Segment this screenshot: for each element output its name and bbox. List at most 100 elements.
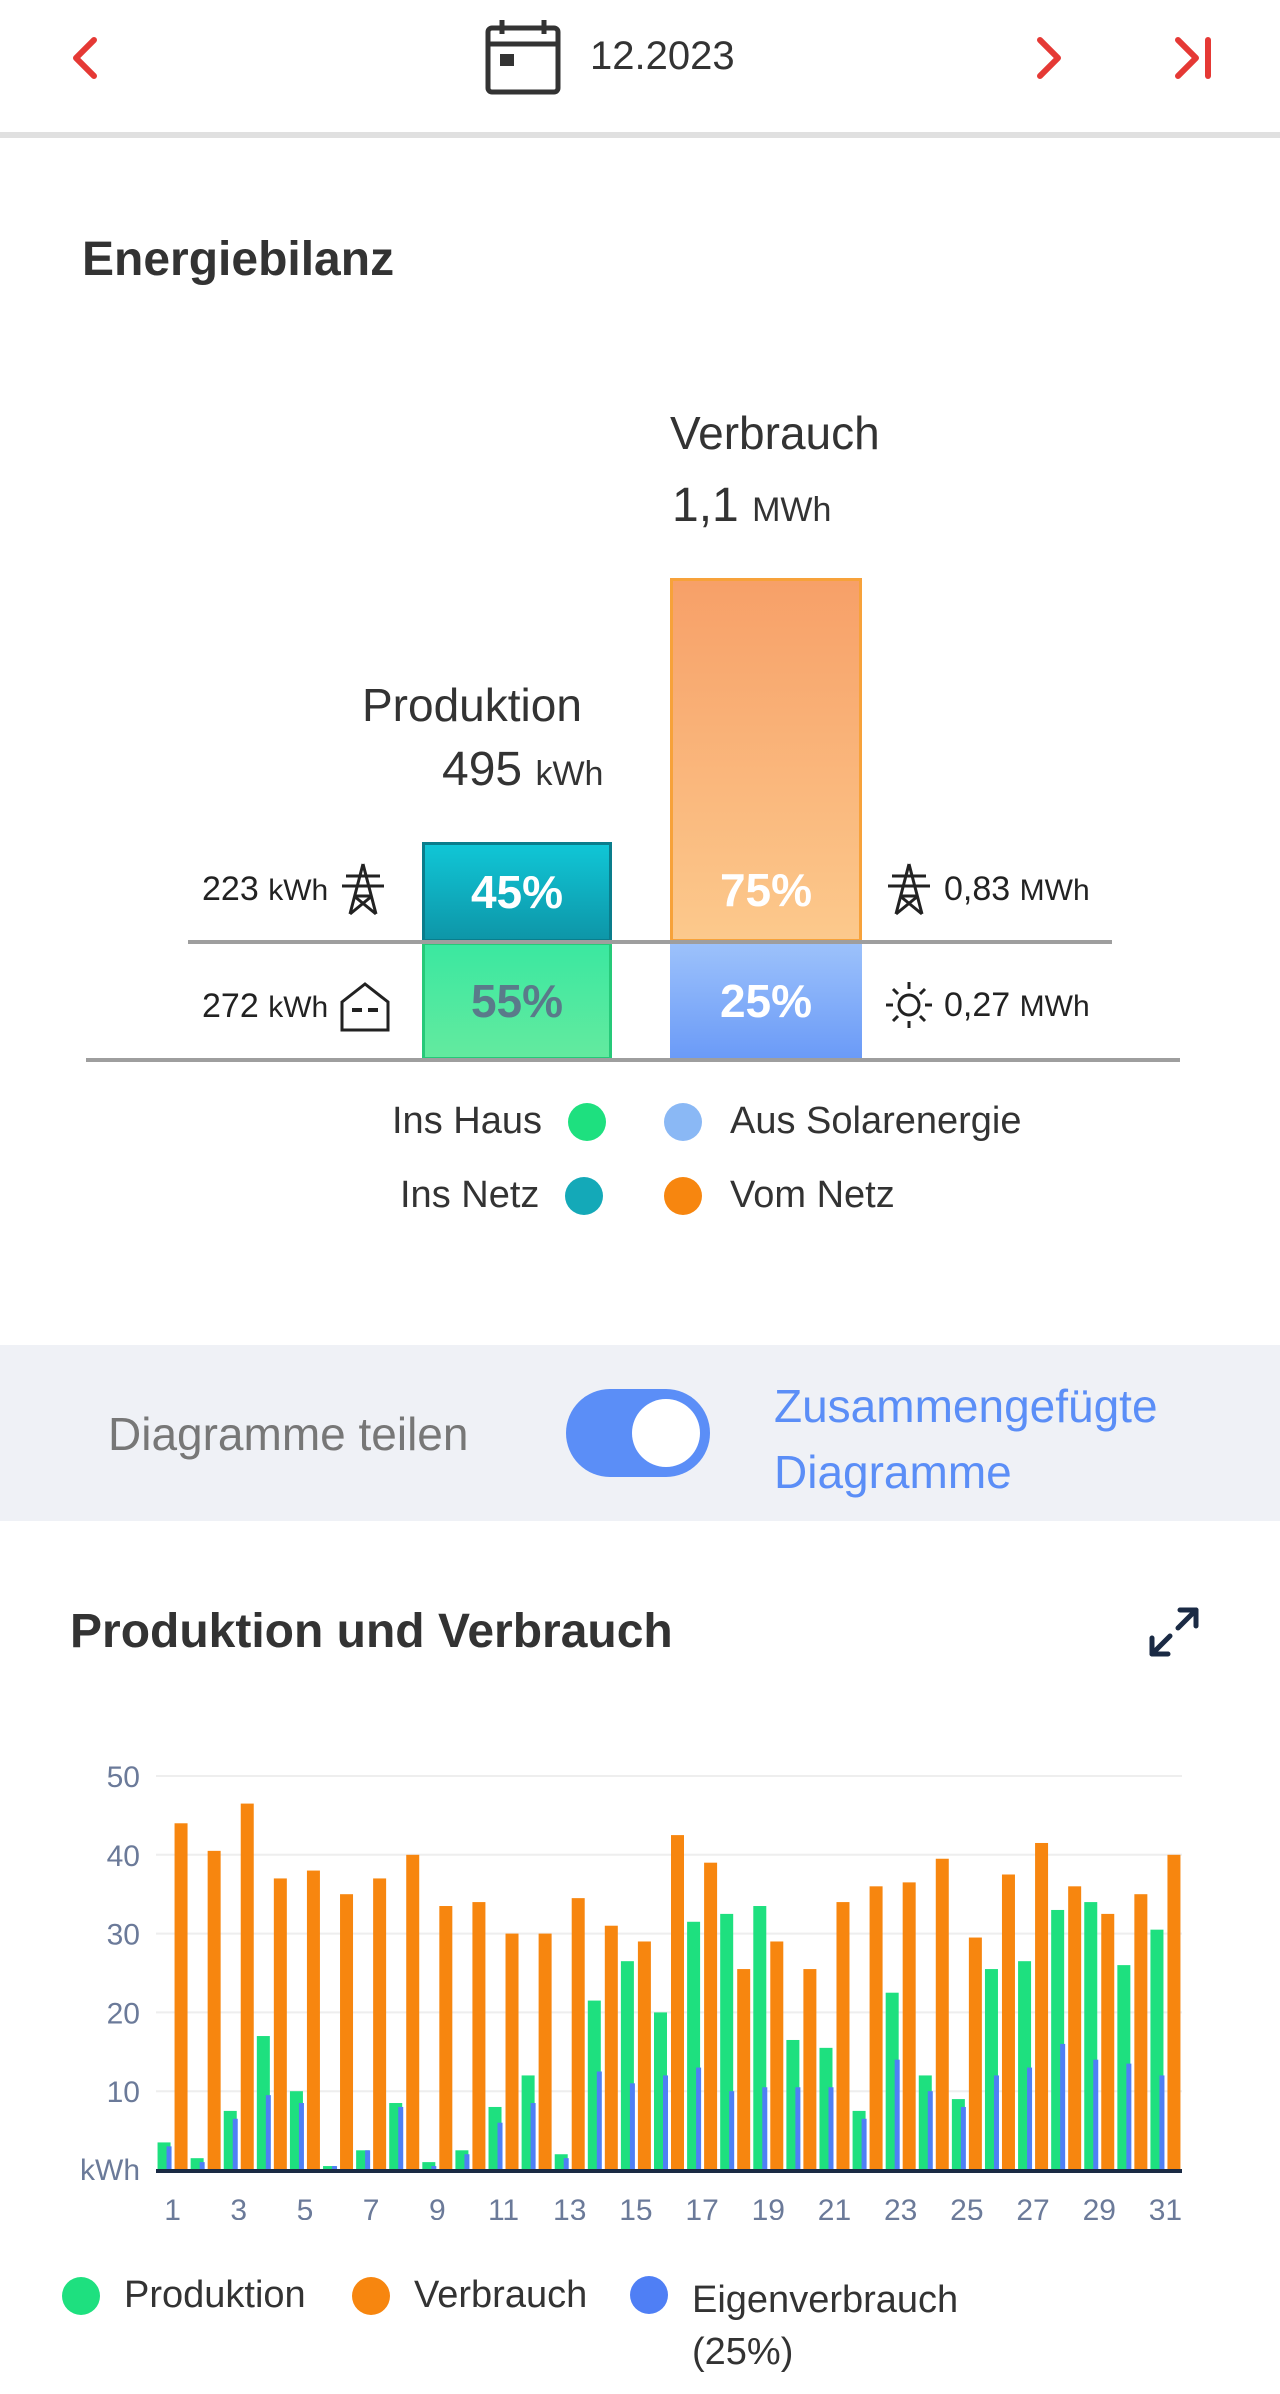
y-tick-label: 20 [107,1997,140,2030]
expand-icon [1149,1607,1199,1657]
y-axis-unit-label: kWh [80,2154,140,2187]
x-tick-label: 11 [488,2194,519,2220]
bar-eigenverbrauch [596,2071,602,2170]
x-tick-label: 19 [752,2194,785,2220]
x-tick-label: 23 [884,2194,917,2220]
legend-dot [567,1102,606,1141]
bar-eigenverbrauch [464,2154,470,2170]
x-tick-label: 25 [950,2194,983,2220]
legend-dot [664,1102,702,1141]
bar-verbrauch [1167,1854,1181,2170]
legend-dot [352,2276,390,2315]
expand-button[interactable] [1144,1602,1204,1662]
bar-produktion [422,2162,436,2170]
top-bar: 12.2023 [0,0,1280,138]
right-top-value: 0,83 MWh [884,862,1090,916]
bar-eigenverbrauch [365,2150,371,2170]
bar-verbrauch [1101,1913,1115,2170]
bar-verbrauch [902,1882,916,2170]
x-tick-label: 31 [1149,2194,1182,2220]
bar-verbrauch [836,1902,850,2170]
divider-line [188,940,1112,944]
chevron-right-icon [1037,37,1061,79]
legend-verbrauch: Verbrauch [352,2274,587,2317]
bar-verbrauch [1001,1874,1015,2170]
bar-verbrauch [340,1894,354,2170]
house-icon [340,982,390,1032]
skip-to-end-icon [1175,37,1211,79]
bar-eigenverbrauch [166,2146,172,2170]
right-bottom-value: 0,27 MWh [884,980,1090,1030]
bar-verbrauch [1068,1886,1082,2170]
legend-produktion: Produktion [62,2274,306,2317]
production-value: 495 kWh [442,743,604,796]
legend-dot [630,2276,668,2314]
power-tower-icon [342,863,385,916]
x-tick-label: 21 [818,2194,851,2220]
bar-eigenverbrauch [927,2091,933,2170]
consumption-value: 1,1 MWh [672,479,832,532]
bar-verbrauch [671,1835,684,2170]
left-bottom-value: 272 kWh [202,980,392,1032]
bar-eigenverbrauch [398,2106,404,2170]
chart-mode-toggle[interactable] [566,1389,710,1477]
toggle-knob [632,1399,700,1467]
bar-eigenverbrauch [232,2118,238,2170]
left-top-value: 223 kWh [202,862,388,916]
legend-aus-solar: Aus Solarenergie [664,1100,1022,1143]
bar-eigenverbrauch [563,2158,569,2170]
x-tick-label: 3 [230,2194,247,2220]
y-tick-label: 40 [107,1840,140,1873]
chart-title: Produktion und Verbrauch [70,1605,673,1658]
legend-vom-netz: Vom Netz [664,1174,895,1217]
next-period-button[interactable] [1010,20,1086,96]
bar-verbrauch [406,1854,420,2170]
bar-verbrauch [207,1850,221,2170]
bar-eigenverbrauch [629,2083,635,2170]
bar-eigenverbrauch [894,2059,900,2170]
y-tick-label: 30 [107,1919,140,1952]
bar-verbrauch [174,1823,188,2170]
energy-balance-title: Energiebilanz [82,233,395,286]
bar-eigenverbrauch [1060,2043,1066,2170]
bar-eigenverbrauch [828,2087,834,2170]
consumption-grid-segment: 75% [670,578,862,942]
prev-period-button[interactable] [48,20,124,96]
x-tick-label: 15 [619,2194,652,2220]
bar-verbrauch [637,1941,651,2170]
y-tick-label: 10 [107,2076,140,2109]
bar-verbrauch [373,1878,387,2170]
bar-verbrauch [968,1937,982,2170]
sun-icon [886,982,932,1028]
bar-eigenverbrauch [199,2162,205,2170]
x-tick-label: 9 [429,2194,446,2220]
production-house-segment: 55% [422,942,612,1060]
bar-verbrauch [604,1925,618,2170]
bar-eigenverbrauch [1126,2063,1132,2170]
bar-eigenverbrauch [530,2103,536,2170]
split-charts-label[interactable]: Diagramme teilen [108,1408,469,1460]
period-label[interactable]: 12.2023 [590,34,735,78]
bar-verbrauch [704,1862,718,2170]
production-label: Produktion [362,679,582,731]
legend-ins-haus: Ins Haus [392,1100,606,1143]
bar-eigenverbrauch [431,2166,437,2170]
bar-verbrauch [439,1906,453,2170]
bar-eigenverbrauch [298,2103,304,2170]
bar-verbrauch [737,1969,751,2170]
consumption-solar-segment: 25% [670,942,862,1060]
bar-eigenverbrauch [993,2075,999,2170]
last-period-button[interactable] [1156,20,1232,96]
bar-eigenverbrauch [1093,2059,1099,2170]
bar-verbrauch [240,1803,254,2170]
y-tick-label: 50 [107,1761,140,1794]
legend-dot [565,1176,604,1215]
bar-eigenverbrauch [663,2075,668,2170]
bar-produktion [323,2166,337,2170]
bar-eigenverbrauch [1159,2075,1165,2170]
bar-eigenverbrauch [332,2166,338,2170]
merged-charts-label[interactable]: Zusammengefügte Diagramme [774,1380,1158,1498]
bar-verbrauch [803,1969,817,2170]
calendar-icon[interactable] [482,18,564,98]
bar-verbrauch [935,1858,949,2170]
